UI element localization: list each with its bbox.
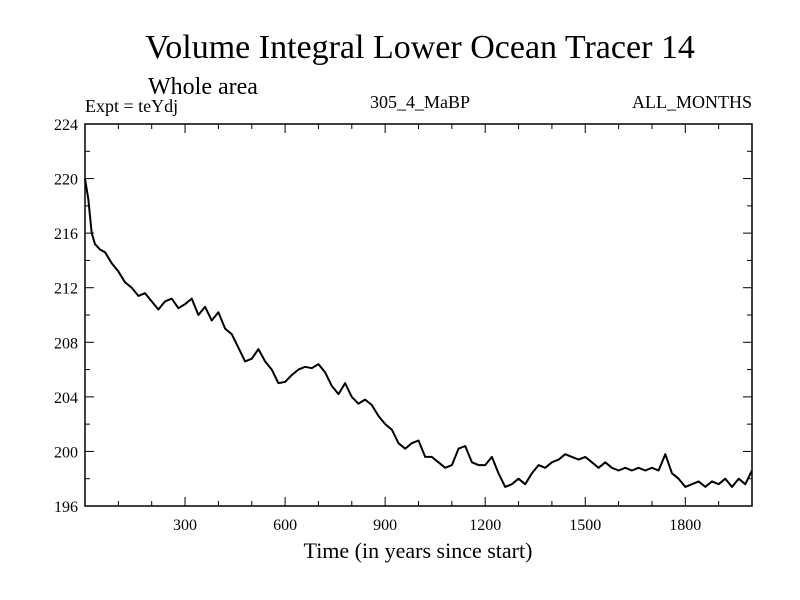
y-tick-label: 212 (54, 281, 78, 298)
y-tick-label: 224 (54, 117, 78, 134)
x-tick-label: 1200 (469, 517, 501, 534)
months-label: ALL_MONTHS (632, 92, 752, 112)
y-tick-label: 200 (54, 444, 78, 461)
y-axis: 196 200 204 208 212 216 220 224 (54, 117, 752, 516)
period-label: 305_4_MaBP (370, 92, 470, 112)
series-group (84, 178, 753, 488)
x-tick-label: 1800 (669, 517, 701, 534)
x-tick-label: 900 (373, 517, 397, 534)
y-tick-label: 220 (54, 172, 78, 189)
plot-frame (84, 123, 753, 507)
y-tick-label: 216 (54, 226, 78, 243)
chart-subtitle: Whole area (148, 74, 258, 100)
series-line (84, 178, 753, 488)
y-tick-label: 208 (54, 335, 78, 352)
experiment-label: Expt = teYdj (85, 96, 178, 116)
y-tick-label: 196 (54, 499, 78, 516)
x-tick-label: 1500 (569, 517, 601, 534)
x-axis-label: Time (in years since start) (304, 538, 533, 563)
x-axis: 300 600 900 1200 1500 1800 (117, 124, 720, 534)
chart-title: Volume Integral Lower Ocean Tracer 14 (145, 29, 695, 66)
x-tick-label: 300 (173, 517, 197, 534)
x-tick-label: 600 (273, 517, 297, 534)
y-tick-label: 204 (54, 390, 78, 407)
